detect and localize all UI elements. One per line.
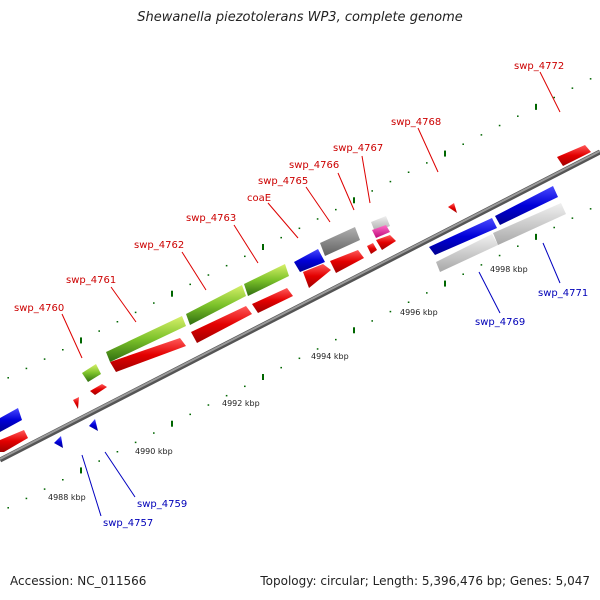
label-swp_4760[interactable]: swp_4760 (14, 303, 64, 314)
label-swp_4771[interactable]: swp_4771 (538, 288, 588, 299)
forward-gene-swp_4763[interactable] (252, 288, 293, 313)
label-coaE[interactable]: coaE (247, 193, 271, 204)
forward-gene-swp_4766[interactable] (367, 243, 377, 254)
magenta-gene[interactable] (372, 225, 390, 238)
gray-gene-2[interactable] (371, 216, 390, 232)
scale-label-4994: 4994 kbp (311, 352, 349, 361)
label-swp_4768[interactable]: swp_4768 (391, 117, 441, 128)
forward-gene-swp_4767[interactable] (376, 235, 396, 250)
label-swp_4766[interactable]: swp_4766 (289, 160, 339, 171)
scale-label-4990: 4990 kbp (135, 447, 173, 456)
scale-label-4998: 4998 kbp (490, 265, 528, 274)
forward-gene-swp_4762[interactable] (191, 306, 252, 343)
label-swp_4769[interactable]: swp_4769 (475, 317, 525, 328)
label-swp_4765[interactable]: swp_4765 (258, 176, 308, 187)
pathway-gene-track (82, 264, 289, 382)
reverse-gene-swp_4757[interactable] (54, 436, 63, 448)
lower-tick-track (7, 208, 592, 509)
pathway-gene-1[interactable] (82, 364, 101, 382)
label-swp_4767[interactable]: swp_4767 (333, 143, 383, 154)
forward-gene-swp_4768[interactable] (448, 203, 457, 213)
forward-gene-swp_4772[interactable] (557, 145, 591, 166)
label-swp_4762[interactable]: swp_4762 (134, 240, 184, 251)
label-swp_4759[interactable]: swp_4759 (137, 499, 187, 510)
reverse-gene-swp_4769[interactable] (429, 218, 497, 255)
pathway-gene-3[interactable] (186, 285, 246, 325)
pathway-gene-4[interactable] (244, 264, 289, 296)
scale-label-4996: 4996 kbp (400, 308, 438, 317)
forward-gene-track (0, 145, 591, 452)
reverse-gene-swp_4771[interactable] (495, 186, 558, 225)
reverse-gene-track (0, 186, 558, 448)
scale-labels: 4988 kbp 4990 kbp 4992 kbp 4994 kbp 4996… (48, 265, 528, 502)
light-gray-gene-1[interactable] (436, 234, 498, 272)
reverse-gene-a[interactable] (294, 249, 325, 272)
scale-label-4988: 4988 kbp (48, 493, 86, 502)
reverse-gene-left[interactable] (0, 408, 22, 432)
label-swp_4763[interactable]: swp_4763 (186, 213, 236, 224)
forward-gene-swp_4760[interactable] (90, 384, 107, 395)
label-swp_4761[interactable]: swp_4761 (66, 275, 116, 286)
other-gene-track (320, 203, 566, 272)
forward-gene-coaE[interactable] (303, 264, 331, 288)
upper-tick-track (7, 78, 592, 379)
pathway-gene-2[interactable] (106, 316, 186, 362)
map-title: Shewanella piezotolerans WP3, complete g… (137, 10, 463, 25)
forward-gene-small-red[interactable] (73, 397, 79, 409)
label-swp_4757[interactable]: swp_4757 (103, 518, 153, 529)
reverse-gene-swp_4759[interactable] (89, 419, 98, 431)
genome-summary-text: Topology: circular; Length: 5,396,476 bp… (260, 574, 590, 588)
accession-text: Accession: NC_011566 (10, 574, 147, 588)
scale-label-4992: 4992 kbp (222, 399, 260, 408)
forward-gene-swp_4761[interactable] (110, 338, 186, 372)
forward-gene-left[interactable] (0, 430, 28, 452)
label-swp_4772[interactable]: swp_4772 (514, 61, 564, 72)
reverse-gene-labels: swp_4757 swp_4759 swp_4769 swp_4771 (103, 288, 588, 529)
gray-gene-1[interactable] (320, 227, 360, 256)
forward-gene-labels: swp_4760 swp_4761 swp_4762 swp_4763 coaE… (14, 61, 564, 314)
forward-gene-swp_4765[interactable] (330, 250, 364, 273)
light-gray-gene-2[interactable] (493, 203, 566, 245)
